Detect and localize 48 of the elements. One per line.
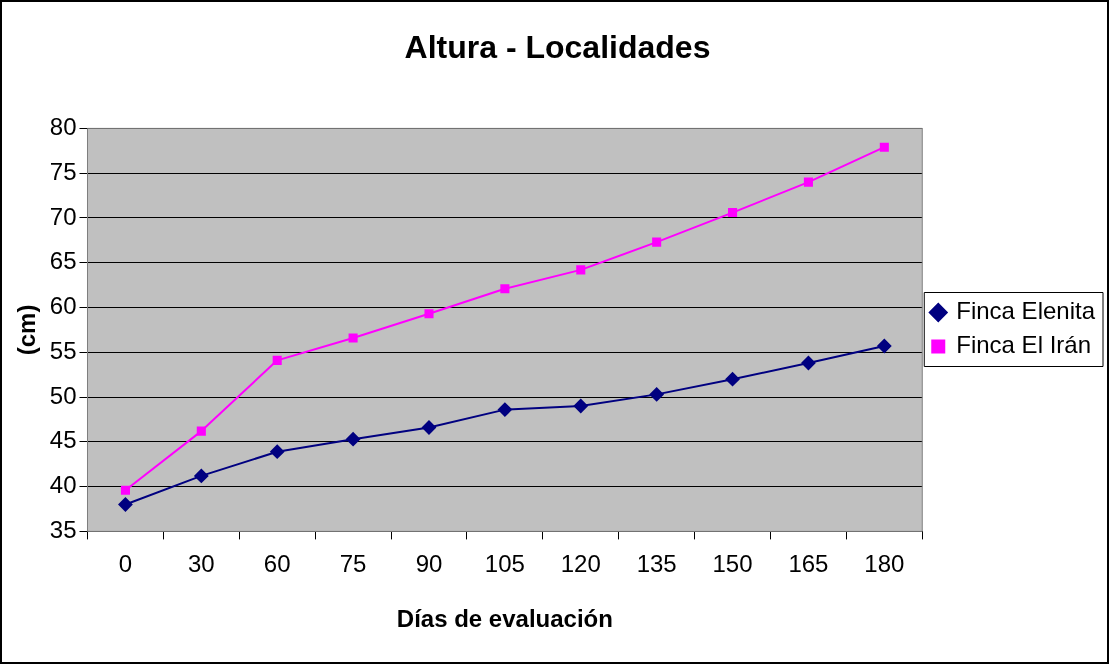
legend-label: Finca Elenita: [956, 297, 1096, 325]
point: [879, 142, 889, 152]
y-axis-title: (cm): [13, 304, 41, 356]
point: [803, 177, 813, 187]
point: [194, 468, 209, 483]
point: [497, 402, 512, 417]
point: [728, 208, 738, 218]
x-tick-label: 150: [712, 550, 753, 578]
point: [576, 265, 586, 275]
y-tick-label: 50: [49, 381, 77, 409]
x-tick-label: 180: [864, 550, 905, 578]
x-tick-label: 0: [118, 550, 133, 578]
y-tick-label: 40: [49, 471, 77, 499]
y-tick-label: 45: [49, 426, 77, 454]
chart-title: Altura - Localidades: [404, 29, 711, 66]
point: [120, 485, 130, 495]
point: [421, 420, 436, 435]
x-axis-title: Días de evaluación: [396, 605, 613, 633]
point: [725, 372, 740, 387]
x-tick-label: 30: [187, 550, 215, 578]
point: [801, 356, 816, 371]
y-tick-label: 60: [49, 292, 77, 320]
x-tick-label: 120: [560, 550, 601, 578]
point: [272, 355, 282, 365]
y-tick-label: 80: [49, 113, 77, 141]
legend-label: Finca El Irán: [956, 331, 1091, 359]
x-tick-label: 165: [788, 550, 829, 578]
point: [500, 284, 510, 294]
y-tick-label: 75: [49, 157, 77, 185]
x-tick-label: 90: [415, 550, 443, 578]
x-tick-label: 60: [263, 550, 291, 578]
point: [652, 237, 662, 247]
x-tick-label: 75: [339, 550, 367, 578]
y-tick-label: 70: [49, 202, 77, 230]
y-tick-label: 35: [49, 516, 77, 544]
y-tick-label: 65: [49, 247, 77, 275]
point: [424, 309, 434, 319]
point: [348, 333, 358, 343]
point: [118, 497, 133, 512]
point: [877, 339, 892, 354]
y-tick-label: 55: [49, 336, 77, 364]
point: [649, 387, 664, 402]
point: [196, 426, 206, 436]
x-tick-label: 135: [636, 550, 677, 578]
x-tick-label: 105: [484, 550, 525, 578]
point: [270, 444, 285, 459]
point: [573, 399, 588, 414]
point: [346, 432, 361, 447]
